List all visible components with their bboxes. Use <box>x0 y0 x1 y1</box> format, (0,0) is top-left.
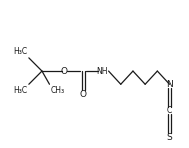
Text: NH: NH <box>96 67 108 76</box>
Text: H₃C: H₃C <box>13 86 27 95</box>
Text: S: S <box>167 133 172 141</box>
Text: C: C <box>167 106 172 115</box>
Text: CH₃: CH₃ <box>50 86 64 95</box>
Text: N: N <box>166 80 173 89</box>
Text: O: O <box>61 67 68 76</box>
Text: H₃C: H₃C <box>13 47 27 56</box>
Text: O: O <box>80 90 87 99</box>
